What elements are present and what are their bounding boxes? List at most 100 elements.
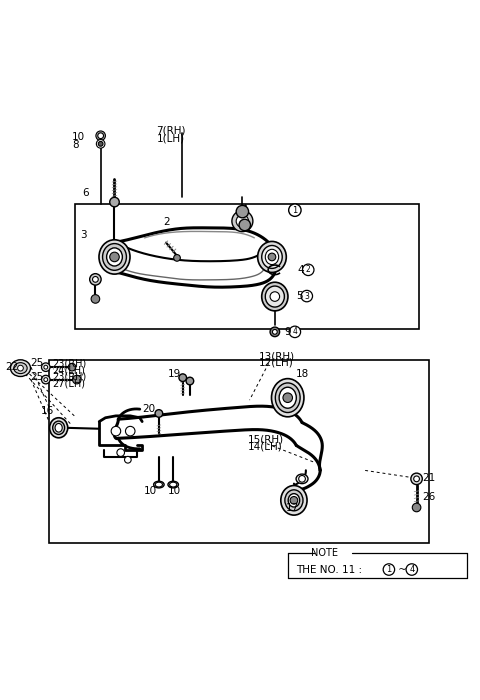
Text: 4: 4 [292,328,297,337]
Ellipse shape [285,490,303,511]
Text: 10: 10 [168,486,181,496]
Circle shape [155,410,163,417]
Text: 13(RH): 13(RH) [259,351,295,361]
Circle shape [239,219,251,231]
Ellipse shape [107,248,122,266]
Text: 1: 1 [292,206,298,215]
Text: 2: 2 [306,265,311,274]
Text: 17: 17 [286,503,299,513]
Circle shape [289,326,300,337]
Ellipse shape [55,424,62,432]
Circle shape [406,564,418,575]
Text: 9: 9 [284,327,291,337]
Text: 10: 10 [144,486,157,496]
Text: 4: 4 [409,565,414,574]
Text: 18: 18 [296,369,309,379]
Text: 2: 2 [164,217,170,227]
Ellipse shape [156,482,162,487]
Text: 27(LH): 27(LH) [52,379,85,389]
Circle shape [18,365,24,371]
Text: ~: ~ [395,564,407,575]
Circle shape [186,377,194,385]
Ellipse shape [168,481,179,488]
Circle shape [383,564,395,575]
Circle shape [96,131,106,141]
Circle shape [179,374,187,382]
Text: 10: 10 [72,132,85,142]
Text: 23(RH): 23(RH) [52,359,87,369]
Circle shape [91,295,100,303]
Circle shape [299,475,305,482]
Circle shape [98,133,104,139]
Text: 1: 1 [386,565,392,574]
Ellipse shape [99,240,130,274]
Bar [53,424,60,432]
Ellipse shape [276,383,300,412]
Ellipse shape [265,249,279,265]
Ellipse shape [288,494,300,507]
Ellipse shape [265,286,284,307]
Text: NOTE: NOTE [311,548,337,559]
Ellipse shape [11,360,31,377]
Text: THE NO. 11 :: THE NO. 11 : [296,564,366,575]
Circle shape [93,276,98,282]
Circle shape [41,375,50,384]
Circle shape [41,363,50,372]
Ellipse shape [169,482,177,487]
Text: 16: 16 [40,406,54,416]
Text: 4: 4 [297,265,304,275]
Text: 25: 25 [30,358,43,368]
Circle shape [98,141,103,146]
Text: 15(RH): 15(RH) [248,434,284,444]
Circle shape [110,252,119,262]
Text: 22: 22 [5,362,18,372]
Circle shape [117,449,124,456]
Circle shape [270,327,280,337]
Ellipse shape [262,246,282,268]
Ellipse shape [154,481,164,488]
Circle shape [111,426,120,436]
Text: 7(RH): 7(RH) [156,125,186,136]
Bar [49,360,429,543]
Text: 8: 8 [72,140,79,150]
Circle shape [273,330,277,335]
Circle shape [232,211,253,232]
Circle shape [110,197,119,206]
Ellipse shape [103,244,126,270]
Circle shape [236,215,249,228]
Circle shape [414,476,420,482]
Text: 19: 19 [168,369,180,379]
Text: 1(LH): 1(LH) [157,133,185,143]
Text: 6: 6 [83,188,89,197]
Text: 26: 26 [422,492,435,502]
Circle shape [96,139,105,148]
Circle shape [90,274,101,285]
Circle shape [174,255,180,261]
Text: 3: 3 [304,292,309,300]
Circle shape [125,426,135,436]
Bar [75,204,419,328]
Circle shape [236,205,249,218]
Ellipse shape [14,363,27,374]
Ellipse shape [258,241,286,272]
Circle shape [268,253,276,261]
Text: 25: 25 [30,372,43,382]
Circle shape [124,456,131,463]
Text: 14(LH): 14(LH) [248,442,283,452]
Text: 21: 21 [422,473,435,483]
Circle shape [412,503,421,512]
Circle shape [270,292,280,301]
Ellipse shape [281,486,307,515]
Circle shape [290,496,298,504]
Text: 20: 20 [142,404,156,414]
Circle shape [301,290,312,302]
Circle shape [44,365,48,369]
Text: 23(RH): 23(RH) [52,372,87,382]
Circle shape [288,204,301,216]
Bar [13,365,18,370]
Text: 5: 5 [296,291,302,301]
Ellipse shape [262,282,288,311]
Text: 12(LH): 12(LH) [259,358,294,368]
Circle shape [72,375,81,384]
Ellipse shape [49,418,68,438]
